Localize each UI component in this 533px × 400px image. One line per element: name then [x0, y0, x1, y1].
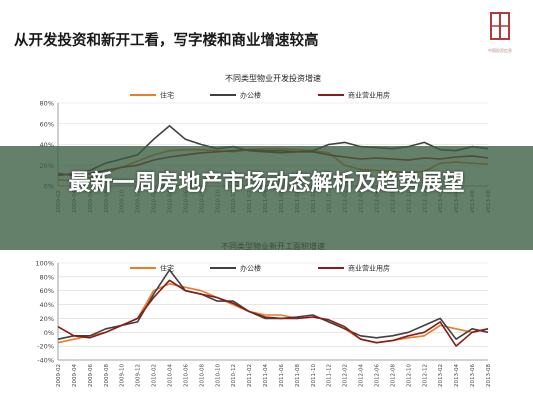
x-tick-label: 2009-10	[120, 364, 126, 387]
y-tick-label: -40%	[37, 357, 54, 365]
x-tick-label: 2009-02	[56, 364, 62, 387]
x-tick-label: 2012-08	[390, 364, 396, 387]
chart-title: 不同类型物业开发投资增速	[225, 73, 321, 83]
x-tick-label: 2012-04	[359, 364, 365, 387]
legend-label: 办公楼	[240, 91, 261, 100]
legend-label: 商业营业用房	[348, 264, 390, 273]
new-construction-growth-chart: 不同类型物业新开工面积增速住宅办公楼商业营业用房-40%-20%0%20%40%…	[35, 241, 492, 387]
y-tick-label: -20%	[37, 343, 54, 351]
legend-label: 商业营业用房	[348, 91, 390, 100]
x-tick-label: 2012-06	[375, 364, 381, 387]
x-tick-label: 2012-10	[406, 364, 412, 387]
x-tick-label: 2009-04	[72, 364, 78, 387]
y-tick-label: 80%	[40, 100, 54, 108]
x-tick-label: 2011-04	[263, 364, 269, 387]
x-tick-label: 2009-08	[104, 364, 110, 387]
logo-text: 中国投资信息	[488, 48, 512, 53]
logo-icon	[474, 7, 526, 59]
y-tick-label: 40%	[40, 141, 54, 149]
x-tick-label: 2009-06	[88, 364, 94, 387]
page-headline: 从开发投资和新开工看，写字楼和商业增速较高	[14, 33, 319, 49]
y-tick-label: 60%	[40, 287, 54, 295]
x-tick-label: 2010-12	[231, 364, 237, 387]
series-line	[57, 279, 489, 347]
y-tick-label: 40%	[40, 301, 54, 309]
x-tick-label: 2011-06	[279, 364, 285, 387]
series-line	[57, 282, 489, 344]
x-tick-label: 2010-04	[167, 364, 173, 387]
x-tick-label: 2013-02	[438, 364, 444, 387]
x-tick-label: 2010-10	[215, 364, 221, 387]
overlay-title: 最新一周房地产市场动态解析及趋势展望	[68, 171, 465, 196]
x-tick-label: 2011-02	[247, 364, 253, 387]
x-tick-label: 2011-12	[327, 364, 333, 387]
legend-label: 住宅	[160, 91, 174, 100]
x-tick-label: 2011-08	[295, 364, 301, 387]
x-tick-label: 2010-02	[152, 364, 158, 387]
y-tick-label: 20%	[40, 315, 54, 323]
x-tick-label: 2010-06	[183, 364, 189, 387]
y-tick-label: 100%	[35, 260, 54, 268]
x-tick-label: 2012-02	[343, 364, 349, 387]
title-overlay-band	[0, 146, 533, 250]
legend-label: 住宅	[160, 264, 174, 273]
x-tick-label: 2009-12	[136, 364, 142, 387]
x-tick-label: 2013-08	[486, 364, 492, 387]
x-tick-label: 2010-08	[199, 364, 205, 387]
x-tick-label: 2013-06	[470, 364, 476, 387]
x-tick-label: 2011-10	[311, 364, 317, 387]
legend-label: 办公楼	[240, 264, 261, 273]
y-tick-label: 0%	[44, 329, 54, 337]
x-tick-label: 2012-12	[422, 364, 428, 387]
y-tick-label: 60%	[40, 120, 54, 128]
y-tick-label: 80%	[40, 273, 54, 281]
x-tick-label: 2013-04	[454, 364, 460, 387]
